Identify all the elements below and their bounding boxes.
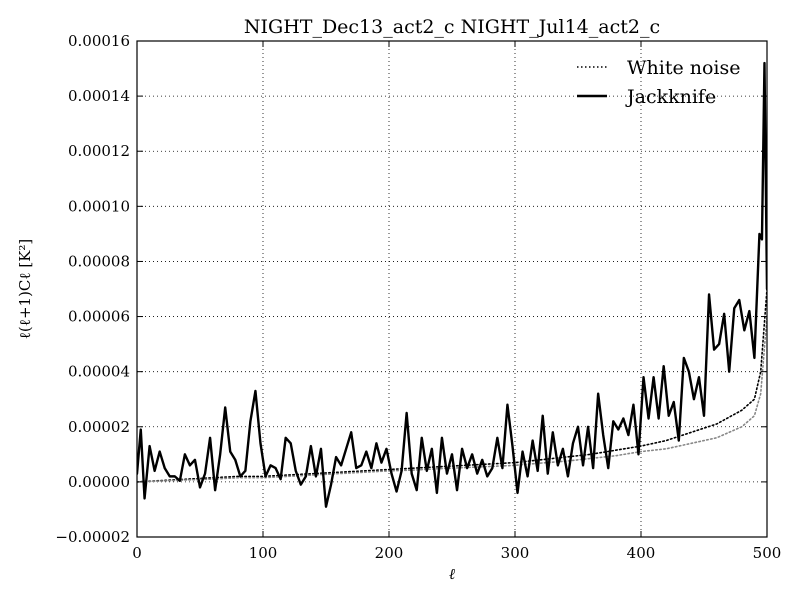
- x-tick-label: 100: [249, 544, 278, 562]
- y-tick-label: −0.00002: [55, 528, 130, 546]
- legend: White noise Jackknife: [577, 57, 741, 108]
- y-tick-label: 0.00010: [68, 197, 130, 215]
- chart-title: NIGHT_Dec13_act2_c NIGHT_Jul14_act2_c: [244, 16, 660, 38]
- x-tick-label: 300: [501, 544, 530, 562]
- ticks-layer: 0 100 200 300 400 500 −0.00002 0.00000 0.00002 0.…: [55, 32, 781, 562]
- legend-label-jackknife: Jackknife: [625, 86, 716, 108]
- y-tick-label: 0.00000: [68, 473, 130, 491]
- y-tick-label: 0.00006: [68, 308, 130, 326]
- x-tick-label: 0: [132, 544, 142, 562]
- series-line-jackknife: [137, 61, 767, 508]
- y-tick-label: 0.00012: [68, 142, 130, 160]
- y-tick-label: 0.00014: [68, 87, 130, 105]
- x-axis-label: ℓ: [449, 565, 455, 583]
- x-tick-label: 500: [753, 544, 782, 562]
- legend-label-white-noise: White noise: [627, 57, 741, 79]
- series-line-white-noise: [137, 288, 767, 483]
- y-tick-label: 0.00002: [68, 418, 130, 436]
- y-tick-label: 0.00008: [68, 252, 130, 270]
- x-tick-label: 400: [627, 544, 656, 562]
- plot-frame: [136, 40, 768, 538]
- x-tick-label: 200: [375, 544, 404, 562]
- series-layer: [137, 61, 767, 508]
- series-line-white-noise-2: [137, 315, 767, 483]
- y-axis-label: ℓ(ℓ+1)Cℓ [K²]: [16, 239, 34, 340]
- y-tick-label: 0.00004: [68, 363, 130, 381]
- y-tick-label: 0.00016: [68, 32, 130, 50]
